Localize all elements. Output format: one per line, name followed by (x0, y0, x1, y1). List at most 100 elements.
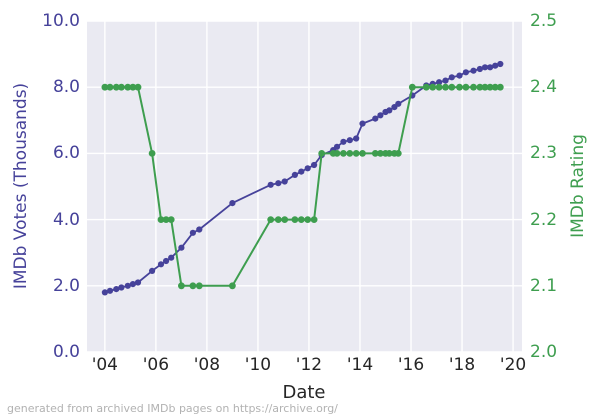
x-tick: '10 (244, 355, 272, 375)
votes-point (196, 226, 203, 233)
rating-point (229, 282, 236, 290)
rating-point (148, 150, 156, 157)
x-tick: '12 (295, 355, 323, 375)
votes-point (291, 171, 298, 178)
rating-point (189, 282, 197, 290)
votes-point (436, 79, 443, 86)
rating-point (274, 216, 282, 224)
votes-point (492, 62, 499, 69)
votes-point (448, 74, 455, 81)
y-tick-left: 4.0 (52, 209, 80, 230)
left-axis-title: IMDb Votes (Thousands) (11, 82, 31, 290)
y-tick-right: 2.0 (530, 342, 558, 362)
votes-point (340, 138, 347, 145)
rating-point (435, 83, 443, 91)
votes-point (118, 284, 125, 291)
votes-point (129, 281, 136, 288)
x-tick: '06 (142, 355, 170, 375)
votes-point (462, 69, 469, 76)
votes-point (149, 267, 156, 274)
rating-point (129, 83, 137, 91)
rating-point (304, 216, 312, 224)
rating-point (333, 150, 341, 157)
votes-point (106, 287, 114, 294)
rating-point (456, 83, 463, 91)
rating-point (486, 83, 494, 91)
rating-point (291, 216, 299, 224)
x-tick: '18 (448, 355, 476, 375)
rating-point (476, 83, 484, 91)
votes-point (229, 200, 236, 207)
rating-point (318, 150, 326, 157)
votes-point (333, 143, 341, 150)
rating-point (124, 83, 132, 91)
votes-point (134, 279, 142, 286)
y-tick-right: 2.1 (530, 275, 558, 296)
x-tick: '04 (91, 355, 118, 375)
y-tick-left: 0.0 (52, 342, 80, 362)
rating-point (101, 83, 109, 91)
rating-point (352, 150, 360, 157)
rating-point (359, 150, 366, 157)
votes-point (372, 115, 379, 122)
y-tick-right: 2.2 (530, 209, 558, 230)
y-tick-left: 2.0 (52, 275, 80, 296)
x-axis-title: Date (282, 382, 326, 403)
x-tick: '20 (499, 355, 527, 375)
x-tick: '16 (397, 355, 425, 375)
votes-point (124, 282, 131, 289)
rating-point (408, 83, 416, 91)
votes-point (113, 286, 120, 293)
y-tick-left: 8.0 (52, 77, 80, 98)
votes-point (101, 289, 108, 296)
votes-point (476, 65, 483, 73)
rating-point (385, 150, 393, 157)
votes-point (481, 64, 489, 71)
votes-point (346, 137, 353, 144)
y-tick-left: 10.0 (42, 11, 80, 31)
chart-canvas (87, 20, 522, 353)
rating-point (178, 282, 185, 290)
rating-point (394, 150, 402, 157)
rating-point (470, 83, 477, 91)
y-tick-left: 6.0 (52, 143, 80, 164)
votes-point (157, 261, 165, 268)
x-tick: '14 (346, 355, 374, 375)
votes-point (395, 100, 402, 107)
rating-point (422, 83, 430, 91)
votes-point (497, 60, 504, 68)
rating-point (297, 216, 305, 224)
rating-point (481, 83, 489, 91)
rating-point (195, 282, 203, 290)
x-tick: '08 (193, 355, 221, 375)
rating-point (377, 150, 384, 157)
votes-point (456, 72, 463, 79)
votes-point (359, 120, 366, 127)
votes-point (442, 77, 449, 84)
footer-note: generated from archived IMDb pages on ht… (7, 402, 338, 415)
votes-point (267, 181, 274, 188)
votes-line (104, 63, 501, 294)
votes-point (470, 67, 477, 74)
votes-point (298, 168, 305, 175)
y-tick-right: 2.4 (530, 77, 558, 98)
rating-point (267, 216, 275, 224)
rating-point (496, 83, 504, 91)
votes-point (168, 254, 175, 261)
rating-point (448, 83, 456, 91)
y-tick-right: 2.5 (530, 11, 558, 31)
rating-point (106, 83, 114, 91)
y-tick-right: 2.3 (530, 143, 558, 164)
rating-point (429, 83, 437, 91)
rating-point (491, 83, 499, 91)
votes-point (281, 178, 288, 185)
votes-point (386, 107, 393, 114)
votes-point (377, 112, 384, 119)
votes-point (487, 64, 494, 71)
rating-point (371, 150, 379, 157)
rating-point (442, 83, 449, 91)
votes-point (189, 229, 196, 236)
rating-point (462, 83, 470, 91)
rating-point (134, 83, 142, 91)
